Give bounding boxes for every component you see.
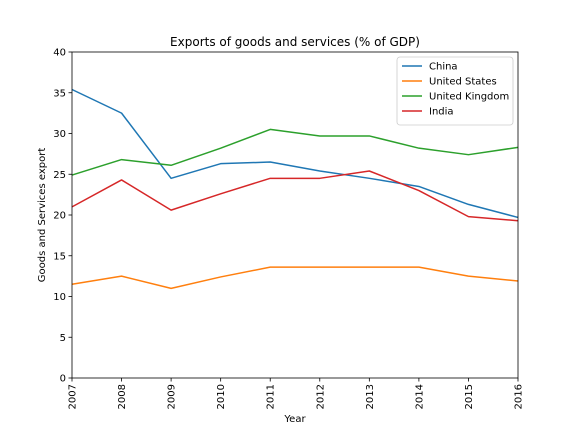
y-tick-label: 35 [53,88,66,99]
y-tick-label: 30 [53,129,66,140]
legend: China United States United Kingdom India [396,56,514,126]
chart-title: Exports of goods and services (% of GDP) [170,35,420,49]
y-tick-label: 20 [53,211,66,222]
x-tick-label: 2016 [514,384,525,409]
x-tick-label: 2008 [117,384,128,409]
plot-area: 0 5 10 15 20 25 30 35 40 2007 2008 2009 2010 2011 2012… [53,48,524,410]
legend-label: United Kingdom [429,92,509,103]
y-axis-label: Goods and Services export [37,148,48,283]
y-tick-label: 40 [53,48,66,59]
y-tick-label: 15 [53,251,66,262]
x-tick-label: 2014 [414,384,425,409]
x-tick-label: 2007 [68,384,79,409]
x-tick-label: 2015 [464,384,475,409]
series-line-1 [71,266,519,290]
y-tick-label: 25 [53,170,66,181]
y-tick-label: 0 [60,374,66,385]
y-tick-label: 5 [60,333,66,344]
series-line-2 [71,128,519,176]
x-tick-label: 2012 [315,384,326,409]
series-line-0 [71,88,519,219]
x-tick-label: 2011 [266,384,277,409]
y-tick-label: 10 [53,292,66,303]
series-line-3 [71,170,519,222]
x-tick-label: 2009 [167,384,178,409]
x-tick-label: 2013 [365,384,376,409]
legend-box [396,56,514,126]
x-axis-label: Year [283,414,306,425]
x-tick-label: 2010 [216,384,227,409]
legend-label: China [429,62,458,73]
legend-label: India [429,107,454,118]
legend-label: United States [429,77,497,88]
